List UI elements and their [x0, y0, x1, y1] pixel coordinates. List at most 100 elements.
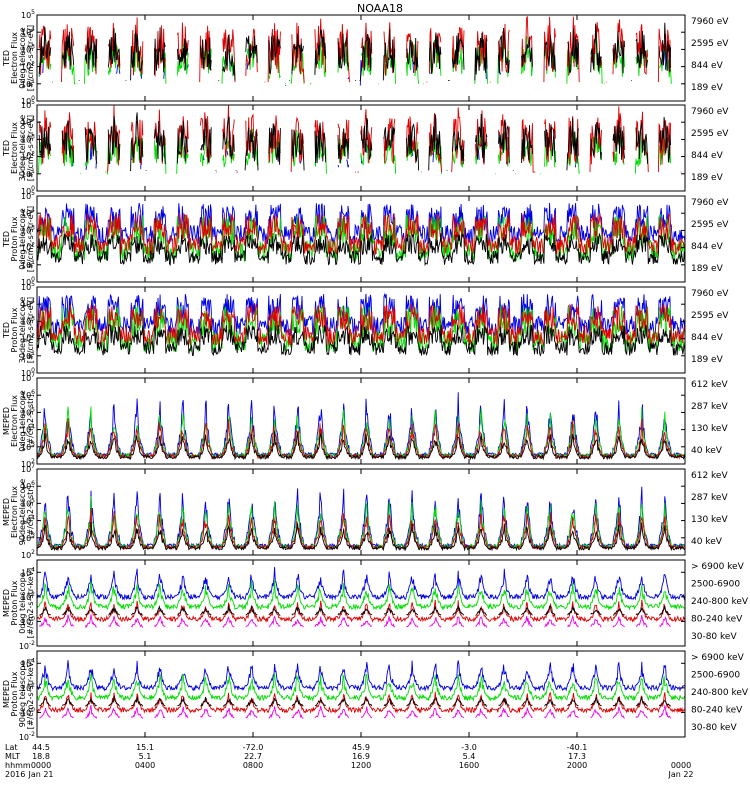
- trace-6-0: [37, 522, 685, 552]
- y-tick-label: 104: [21, 657, 35, 668]
- y-axis-label-line: Electron Flux: [10, 122, 19, 174]
- x-tick-label: 5.1: [139, 752, 152, 761]
- y-axis-label: MEPED Proton Flux 0deg telescope [#/cm2-s-s…: [2, 568, 35, 639]
- panel-frame: [36, 559, 686, 647]
- y-axis-label-line: [#/cm2-s-str-eV]: [26, 115, 35, 181]
- y-tick-label: 10-2: [19, 731, 35, 742]
- y-tick-label: 102: [21, 242, 35, 253]
- y-tick-label: 100: [21, 367, 35, 378]
- y-axis-label-line: 30deg telescope: [18, 297, 27, 364]
- y-tick-label: 103: [21, 133, 35, 144]
- y-tick-label: 102: [21, 591, 35, 602]
- x-tick-label: 0000: [31, 761, 51, 770]
- legend-entry: 30-80 keV: [691, 632, 737, 642]
- y-tick-label: 107: [21, 372, 35, 383]
- legend-entry: 80-240 keV: [691, 615, 743, 625]
- legend-entry: 7960 eV: [691, 289, 729, 299]
- panel-3: 100 101 102 103 104 105 TED Proton Flux 0deg tel…: [2, 190, 729, 287]
- y-axis-label-line: Proton Flux: [10, 307, 19, 352]
- y-axis-label-line: MEPED: [2, 407, 11, 435]
- trace-8-0: [39, 705, 685, 718]
- panel-frame: [36, 650, 686, 738]
- y-axis-label-line: Electron Flux: [10, 395, 19, 447]
- y-axis-label-line: TED: [2, 140, 11, 157]
- y-axis-label-line: [#/cm2-s-str-eV]: [26, 297, 35, 363]
- trace-4-1: [37, 303, 685, 346]
- y-axis-label: MEPED Electron Flux 90deg telescope [#/cm2-…: [2, 479, 35, 546]
- y-tick-label: 105: [21, 190, 35, 201]
- panel-6: 102 103 104 105 106 107 MEPED Electron Flux 90de…: [2, 463, 728, 560]
- y-tick-label: 104: [21, 26, 35, 37]
- x-tick-label: 17.3: [568, 752, 586, 761]
- legend-entry: 287 keV: [691, 493, 728, 503]
- y-axis-label-line: MEPED: [2, 498, 11, 526]
- x-tick-label: 1600: [459, 761, 479, 770]
- y-tick-label: 100: [21, 185, 35, 196]
- x-tick-label: Jan 21: [27, 770, 53, 779]
- y-axis-label-line: Electron Flux: [10, 32, 19, 84]
- y-tick-label: 102: [21, 333, 35, 344]
- legend-entry: 7960 eV: [691, 17, 729, 27]
- y-axis-label-line: MEPED: [2, 680, 11, 708]
- y-axis-label-line: Proton Flux: [10, 671, 19, 716]
- y-tick-label: 106: [21, 389, 35, 400]
- y-axis-label-line: Proton Flux: [10, 580, 19, 625]
- x-tick-label: 44.5: [32, 743, 50, 752]
- y-axis-label-line: 30deg telescope: [18, 115, 27, 182]
- y-tick-label: 105: [21, 281, 35, 292]
- panel-2-traces: [38, 105, 685, 176]
- y-axis-label-line: 0deg telescope: [18, 208, 27, 269]
- trace-3-1: [37, 212, 685, 256]
- legend-entry: 189 eV: [691, 355, 724, 365]
- legend-entry: 130 keV: [691, 424, 728, 434]
- trace-4-3: [37, 292, 685, 337]
- figure-title: NOAA18: [357, 2, 403, 15]
- panel-4-traces: [37, 292, 685, 357]
- trace-4-0: [37, 324, 685, 357]
- x-tick-label: -3.0: [461, 743, 477, 752]
- trace-7-4: [37, 566, 685, 601]
- x-tick-label: 2000: [567, 761, 587, 770]
- y-tick-label: 105: [21, 99, 35, 110]
- y-tick-label: 102: [21, 682, 35, 693]
- legend-entry: 844 eV: [691, 242, 724, 252]
- legend-entry: 844 eV: [691, 151, 724, 161]
- panel-1: 100 101 102 103 104 105 TED Electron Flux 0deg t…: [2, 9, 729, 106]
- y-tick-label: 103: [21, 315, 35, 326]
- legend-entry: 130 keV: [691, 515, 728, 525]
- y-tick-label: 102: [21, 151, 35, 162]
- trace-8-2: [37, 691, 685, 714]
- y-tick-label: 102: [21, 549, 35, 560]
- x-tick-label: 15.1: [136, 743, 154, 752]
- y-axis-label-line: TED: [2, 50, 11, 67]
- y-tick-label: 104: [21, 116, 35, 127]
- legend-entry: 2595 eV: [691, 129, 729, 139]
- y-tick-label: 10-2: [19, 640, 35, 651]
- legend-entry: 2595 eV: [691, 311, 729, 321]
- y-axis-label: TED Proton Flux 30deg telescope [#/cm2-s-st…: [2, 297, 35, 364]
- y-tick-label: 103: [21, 532, 35, 543]
- y-axis-label-line: [#/cm2-s-str-eV]: [26, 25, 35, 91]
- y-axis-label-line: Proton Flux: [10, 216, 19, 261]
- x-row-label: MLT: [5, 752, 20, 761]
- y-tick-label: 102: [21, 61, 35, 72]
- trace-7-3: [37, 579, 685, 611]
- y-axis-label-line: TED: [2, 322, 11, 339]
- x-row-label: hhmm: [5, 761, 31, 770]
- legend-entry: 612 keV: [691, 471, 728, 481]
- legend-entry: 844 eV: [691, 61, 724, 71]
- y-tick-label: 105: [21, 406, 35, 417]
- y-tick-label: 100: [21, 276, 35, 287]
- legend-entry: 2500-6900: [691, 580, 740, 590]
- legend-entry: 2595 eV: [691, 39, 729, 49]
- y-tick-label: 100: [21, 615, 35, 626]
- y-axis-label-line: [#/cm2-s-str-eV]: [26, 206, 35, 272]
- legend-entry: > 6900 keV: [691, 562, 745, 572]
- y-tick-label: 102: [21, 458, 35, 469]
- legend-entry: 30-80 keV: [691, 723, 737, 733]
- y-axis-label: MEPED Electron Flux 0deg telescope [#/cm2-s…: [2, 390, 35, 451]
- panel-2: 100 101 102 103 104 105 TED Electron Flux 30deg …: [2, 99, 729, 196]
- x-tick-label: 5.4: [463, 752, 476, 761]
